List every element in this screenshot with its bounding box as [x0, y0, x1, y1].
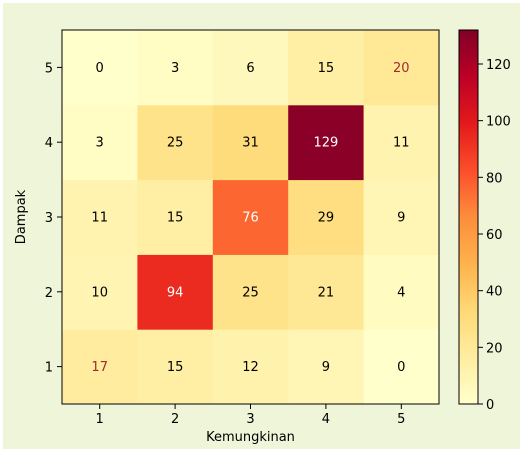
x-tick-label: 2	[171, 412, 179, 427]
heatmap-cell	[62, 254, 138, 330]
cell-value-label: 12	[242, 360, 259, 375]
heatmap-cell	[288, 30, 365, 106]
cell-value-label: 10	[91, 285, 108, 300]
cell-value-label: 6	[246, 61, 254, 76]
cell-value-label: 15	[167, 360, 184, 375]
cell-value-label: 129	[313, 136, 338, 151]
colorbar	[458, 29, 479, 405]
cell-value-label: 0	[397, 360, 405, 375]
cell-value-label: 20	[393, 61, 410, 76]
x-axis-label: Kemungkinan	[206, 430, 295, 445]
cell-value-label: 0	[96, 61, 104, 76]
heatmap-cell	[62, 179, 138, 255]
colorbar-tick-label: 60	[486, 228, 503, 243]
heatmap-cell	[62, 104, 138, 181]
colorbar-tick-label: 20	[486, 341, 503, 356]
cell-value-label: 94	[167, 285, 184, 300]
cell-value-label: 25	[242, 285, 259, 300]
heatmap-cell	[363, 30, 440, 106]
cell-value-label: 11	[91, 211, 108, 226]
heatmap-cell	[363, 179, 440, 255]
y-tick-label: 1	[45, 361, 53, 376]
cell-value-label: 15	[167, 211, 184, 226]
x-tick-label: 5	[397, 412, 405, 427]
colorbar-tick-label: 40	[486, 285, 503, 300]
y-tick-label: 3	[45, 211, 53, 226]
cell-value-label: 3	[171, 61, 179, 76]
heatmap-cell	[363, 329, 440, 405]
cell-value-label: 17	[91, 360, 108, 375]
heatmap-cells	[62, 30, 440, 405]
heatmap-cell	[212, 104, 289, 181]
cell-value-label: 3	[96, 136, 104, 151]
heatmap-cell	[62, 329, 138, 405]
y-tick-label: 2	[45, 286, 53, 301]
heatmap-cell	[137, 329, 214, 405]
y-axis-label: Dampak	[14, 189, 29, 244]
heatmap-cell	[288, 329, 365, 405]
heatmap-cell	[363, 254, 440, 330]
cell-labels: 17 15 12 9 010 94 25 21 411 15 76 29 93 25 31 129 110 3 6 1…	[91, 61, 409, 375]
heatmap-cell	[137, 104, 214, 181]
cell-value-label: 21	[318, 285, 335, 300]
heatmap-cell	[212, 254, 289, 330]
heatmap-cell	[363, 104, 440, 181]
y-tick-label: 5	[45, 61, 53, 76]
x-axis-ticks: 1 2 3 4 5	[96, 404, 405, 427]
colorbar-tick-label: 0	[486, 398, 494, 413]
heatmap-cell	[62, 30, 138, 106]
heatmap-cell	[137, 254, 214, 330]
colorbar-tick-label: 100	[486, 115, 511, 130]
heatmap-cell	[212, 30, 289, 106]
cell-value-label: 76	[242, 211, 259, 226]
cell-value-label: 4	[397, 285, 405, 300]
x-tick-label: 3	[246, 412, 254, 427]
colorbar-tick-label: 120	[486, 58, 511, 73]
cell-value-label: 25	[167, 136, 184, 151]
cell-value-label: 9	[397, 211, 405, 226]
cell-value-label: 31	[242, 136, 259, 151]
heatmap-cell	[137, 30, 214, 106]
heatmap-cell	[288, 104, 365, 181]
heatmap-cell	[288, 254, 365, 330]
y-tick-label: 4	[45, 136, 53, 151]
colorbar-tick-label: 80	[486, 171, 503, 186]
heatmap-cell	[137, 179, 214, 255]
colorbar-ticks: 0 20 40 60 80 100 120	[478, 58, 511, 413]
cell-value-label: 29	[318, 211, 335, 226]
heatmap-cell	[212, 179, 289, 255]
heatmap-cell	[212, 329, 289, 405]
heatmap-chart: 17 15 12 9 010 94 25 21 411 15 76 29 93 25 31 129 110 3 6 1…	[14, 29, 511, 445]
cell-value-label: 15	[318, 61, 335, 76]
cell-value-label: 11	[393, 136, 410, 151]
x-tick-label: 1	[96, 412, 104, 427]
heatmap-cell	[288, 179, 365, 255]
figure-background: 17 15 12 9 0 10 94 25 21 4 11 15 76 29 9 3 25 31 129 11 0 3 6 1…	[3, 3, 520, 449]
cell-value-label: 9	[322, 360, 330, 375]
x-tick-label: 4	[322, 412, 330, 427]
y-axis-ticks: 1 2 3 4 5	[45, 61, 62, 376]
